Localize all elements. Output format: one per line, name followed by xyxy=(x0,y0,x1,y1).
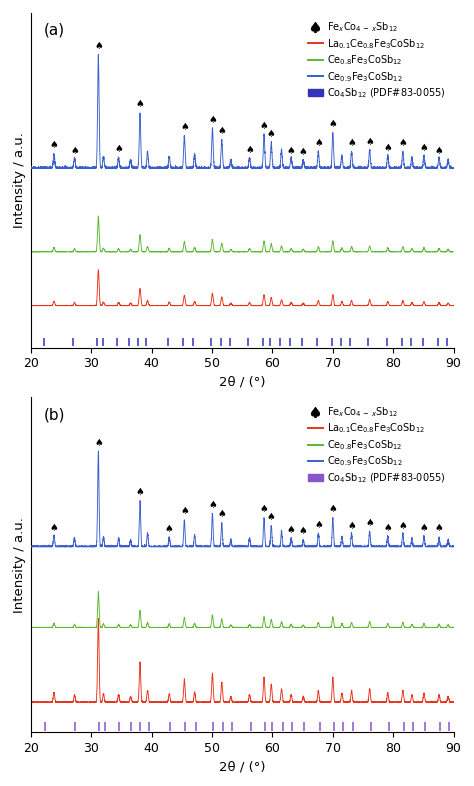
X-axis label: 2θ / (°): 2θ / (°) xyxy=(219,761,265,773)
Text: ♠: ♠ xyxy=(419,523,428,532)
Text: ♠: ♠ xyxy=(314,520,323,531)
Text: (b): (b) xyxy=(44,407,65,422)
Text: ♠: ♠ xyxy=(299,526,308,536)
Text: ♠: ♠ xyxy=(328,119,337,129)
Text: ♠: ♠ xyxy=(347,138,356,149)
Text: ♠: ♠ xyxy=(50,140,58,150)
Legend: Fe$_x$Co$_{4 - x}$Sb$_{12}$, La$_{0.1}$Ce$_{0.8}$Fe$_3$CoSb$_{12}$, Ce$_{0.8}$Fe: Fe$_x$Co$_{4 - x}$Sb$_{12}$, La$_{0.1}$C… xyxy=(303,16,451,105)
Text: ♠: ♠ xyxy=(383,523,392,533)
Y-axis label: Intensity / a.u.: Intensity / a.u. xyxy=(12,132,26,228)
Text: ♠: ♠ xyxy=(383,143,392,153)
Text: ♠: ♠ xyxy=(180,506,189,516)
Text: ♠: ♠ xyxy=(347,520,356,531)
Text: ♠: ♠ xyxy=(94,438,103,448)
Text: ♠: ♠ xyxy=(136,487,145,497)
Text: ♠: ♠ xyxy=(180,122,189,132)
Text: ♠: ♠ xyxy=(299,147,308,156)
Text: ♠: ♠ xyxy=(260,120,268,130)
X-axis label: 2θ / (°): 2θ / (°) xyxy=(219,376,265,389)
Text: ♠: ♠ xyxy=(365,137,374,146)
Text: ♠: ♠ xyxy=(328,504,337,514)
Y-axis label: Intensity / a.u.: Intensity / a.u. xyxy=(12,516,26,612)
Text: (a): (a) xyxy=(44,23,65,38)
Text: ♠: ♠ xyxy=(245,145,254,155)
Text: ♠: ♠ xyxy=(419,143,428,152)
Text: ♠: ♠ xyxy=(50,523,58,533)
Legend: Fe$_x$Co$_{4 - x}$Sb$_{12}$, La$_{0.1}$Ce$_{0.8}$Fe$_3$CoSb$_{12}$, Ce$_{0.8}$Fe: Fe$_x$Co$_{4 - x}$Sb$_{12}$, La$_{0.1}$C… xyxy=(303,400,451,490)
Text: ♠: ♠ xyxy=(165,523,173,534)
Text: ♠: ♠ xyxy=(208,115,217,125)
Text: ♠: ♠ xyxy=(399,521,407,531)
Text: ♠: ♠ xyxy=(218,126,226,136)
Text: ♠: ♠ xyxy=(114,144,123,154)
Text: ♠: ♠ xyxy=(70,145,79,156)
Text: ♠: ♠ xyxy=(218,509,226,519)
Text: ♠: ♠ xyxy=(435,145,444,156)
Text: ♠: ♠ xyxy=(94,41,103,51)
Text: ♠: ♠ xyxy=(260,504,268,514)
Text: ♠: ♠ xyxy=(399,138,407,149)
Text: ♠: ♠ xyxy=(208,500,217,510)
Text: ♠: ♠ xyxy=(287,146,296,156)
Text: ♠: ♠ xyxy=(267,512,276,523)
Text: ♠: ♠ xyxy=(314,138,323,149)
Text: ♠: ♠ xyxy=(136,99,145,109)
Text: ♠: ♠ xyxy=(365,518,374,527)
Text: ♠: ♠ xyxy=(267,129,276,139)
Text: ♠: ♠ xyxy=(435,523,444,533)
Text: ♠: ♠ xyxy=(287,525,296,534)
